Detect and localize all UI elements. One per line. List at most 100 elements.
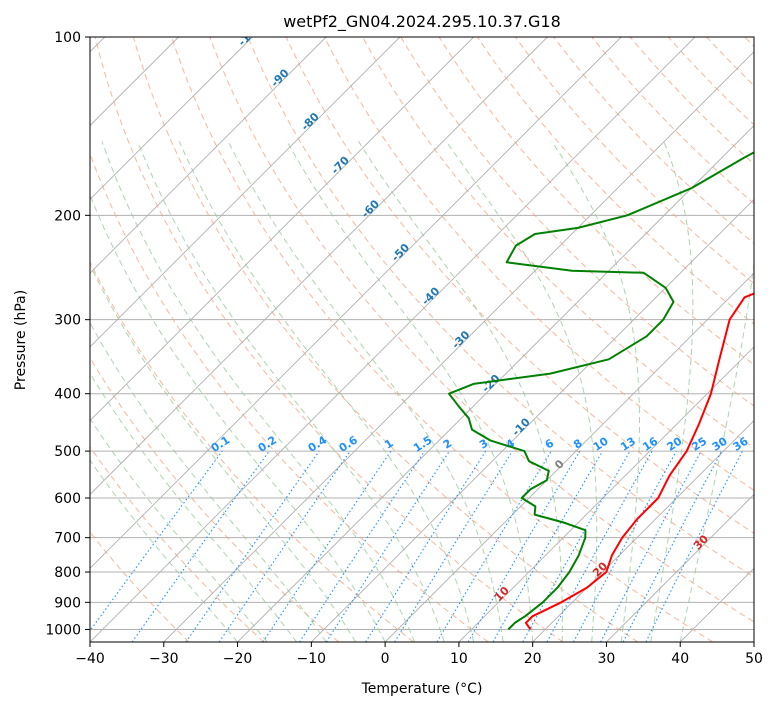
x-tick-label: −30 (149, 651, 179, 667)
isotherm-label: -30 (449, 328, 472, 351)
moist-adiabat-line (286, 141, 534, 642)
isotherm-line (90, 37, 253, 200)
y-tick-label: 200 (54, 208, 81, 224)
mixing-ratio-line (436, 450, 552, 642)
isotherm-line (384, 272, 754, 642)
dry-adiabat-line (629, 37, 754, 165)
x-tick-label: −40 (75, 651, 105, 667)
dry-adiabat-line (90, 446, 265, 642)
moist-adiabat-line (137, 141, 445, 642)
moist-adiabat-line (650, 141, 694, 642)
x-tick-label: 30 (598, 651, 616, 667)
isotherm-label: -100 (236, 20, 265, 49)
mixing-ratio-line (185, 450, 320, 642)
isotherm-line (163, 51, 754, 642)
mixing-ratio-line (600, 450, 702, 642)
dry-adiabat-line (323, 37, 754, 491)
moist-adiabat-line (90, 263, 357, 642)
moist-adiabat-line (679, 258, 754, 642)
dry-adiabat-line (667, 37, 754, 126)
mixing-ratio-line (262, 450, 392, 642)
mixing-ratio-label: 2 (441, 437, 455, 452)
isotherm-line (458, 346, 754, 642)
y-tick-label: 900 (54, 595, 81, 611)
mixing-ratio-line (299, 450, 426, 642)
isotherm-line (753, 641, 754, 642)
mixing-ratio-label: 1.5 (411, 433, 434, 455)
dry-adiabat-line (744, 37, 754, 48)
dry-adiabat-line (209, 37, 754, 623)
isotherm-label: -10 (510, 415, 533, 438)
moist-adiabat-line (358, 141, 563, 642)
mixing-ratio-line (546, 450, 653, 642)
dry-adiabat-line (247, 37, 754, 578)
mixing-ratio-line (573, 450, 677, 642)
dry-adiabat-line (362, 37, 754, 449)
dry-adiabat-label: 30 (691, 532, 711, 552)
isotherm-line (90, 37, 696, 642)
background-line-labels: 0.1 0.2 0.4 0.6 1 1.5 2 3 4 6 8 10 13 16 20 25 30 36-100-… (209, 20, 751, 604)
mixing-ratio-label: 0.1 (209, 433, 232, 455)
x-tick-label: 10 (450, 651, 468, 667)
isotherms (90, 37, 754, 642)
isotherm-line (90, 37, 548, 496)
dry-adiabat-line (515, 37, 754, 285)
x-tick-label: 40 (671, 651, 689, 667)
dry-adiabat-line (706, 37, 754, 87)
isotherm-line (90, 37, 622, 569)
pressure-gridlines (90, 37, 754, 630)
dry-adiabat-line (400, 37, 754, 407)
isotherm-line (237, 124, 754, 642)
dry-adiabat-line (438, 37, 754, 366)
mixing-ratio-line (365, 450, 487, 642)
y-tick-label: 600 (54, 491, 81, 507)
moist-adiabat-line (227, 141, 504, 642)
isotherm-line (90, 37, 327, 274)
isotherm-line (532, 420, 754, 642)
dry-adiabat-line (90, 152, 489, 642)
y-tick-label: 1000 (45, 622, 81, 638)
isotherm-line (90, 37, 401, 348)
mixing-ratio-line (131, 450, 270, 642)
y-tick-label: 500 (54, 444, 81, 460)
moist-adiabat-line (178, 141, 475, 642)
isotherm-label: -50 (389, 241, 412, 264)
mixing-ratio-line (90, 450, 223, 632)
mixing-ratio-lines (90, 450, 743, 642)
dry-adiabat-line (553, 37, 754, 245)
moist-adiabat-line (90, 193, 386, 642)
sounding-profiles (448, 151, 754, 631)
moist-adiabat-line (90, 372, 297, 642)
y-tick-label: 100 (54, 30, 81, 46)
isotherm-line (90, 37, 474, 422)
dry-adiabat-line (591, 37, 754, 205)
moist-adiabat-label: 0 (552, 457, 567, 472)
moist-adiabat-line (90, 417, 268, 642)
isotherm-label: -40 (419, 284, 442, 307)
plot-area: 0.1 0.2 0.4 0.6 1 1.5 2 3 4 6 8 10 13 16 20 25 30 36-100-… (90, 20, 754, 642)
moist-adiabat-line (90, 321, 327, 642)
moist-adiabats (90, 141, 754, 642)
y-axis-ticks: 100 200 300 400 500 600 700 800 900 1000 (45, 30, 90, 638)
x-tick-label: 0 (381, 651, 390, 667)
dry-adiabats (90, 37, 754, 642)
dry-adiabat-line (90, 356, 339, 642)
y-axis-label: Pressure (hPa) (13, 290, 29, 390)
mixing-ratio-line (218, 450, 351, 642)
plot-frame (89, 36, 755, 643)
dry-adiabat-line (132, 37, 639, 642)
isotherm-label: -90 (268, 66, 291, 89)
y-tick-label: 800 (54, 565, 81, 581)
isotherm-line (311, 198, 754, 642)
mixing-ratio-line (394, 450, 513, 642)
mixing-ratio-label: 0.6 (337, 433, 361, 455)
isotherm-label: -70 (329, 154, 352, 177)
x-tick-label: 20 (524, 651, 542, 667)
isotherm-label: -60 (359, 197, 382, 220)
dewpoint-profile-line (448, 151, 754, 631)
dry-adiabat-label: 10 (492, 584, 512, 604)
mixing-ratio-line (492, 450, 604, 642)
y-tick-label: 300 (54, 313, 81, 329)
x-tick-label: −10 (297, 651, 327, 667)
